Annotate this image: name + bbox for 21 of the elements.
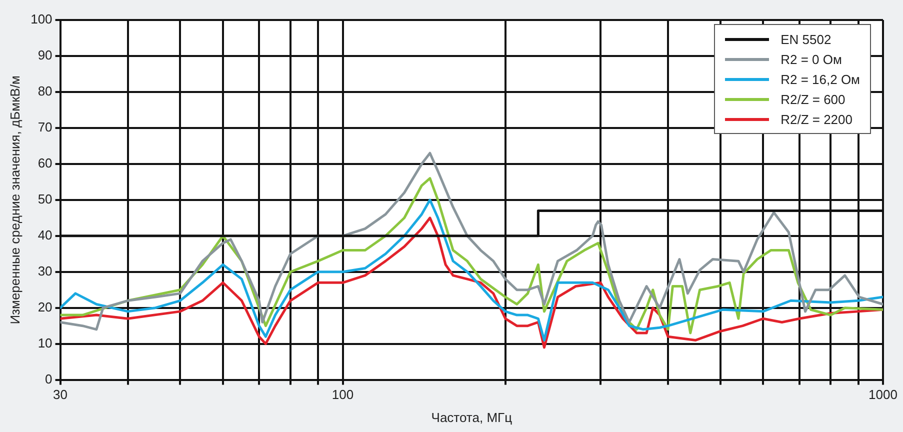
x-tick-label: 30 <box>53 387 68 402</box>
y-tick-label: 60 <box>38 156 52 170</box>
legend-label: R2/Z = 600 <box>780 92 846 106</box>
legend-label: EN 5502 <box>780 32 832 46</box>
x-tick-label: 100 <box>332 387 354 402</box>
y-tick-label: 90 <box>38 48 52 63</box>
y-tick-label: 40 <box>38 227 52 242</box>
y-axis-title: Измеренные средние значения, дБмкВ/м <box>7 75 22 324</box>
y-tick-label: 10 <box>38 335 52 350</box>
x-axis-title: Частота, МГц <box>431 410 513 425</box>
y-tick-label: 100 <box>30 12 52 27</box>
y-tick-label: 0 <box>45 371 52 386</box>
y-tick-label: 20 <box>38 299 52 314</box>
y-tick-label: 30 <box>38 263 52 278</box>
legend-label: R2 = 0 Ом <box>780 52 842 66</box>
y-tick-label: 80 <box>38 84 52 99</box>
legend-label: R2 = 16,2 Ом <box>780 72 860 86</box>
y-tick-label: 70 <box>38 120 52 135</box>
legend-label: R2/Z = 2200 <box>780 112 852 126</box>
y-tick-label: 50 <box>38 191 52 206</box>
x-tick-label: 1000 <box>868 387 898 402</box>
